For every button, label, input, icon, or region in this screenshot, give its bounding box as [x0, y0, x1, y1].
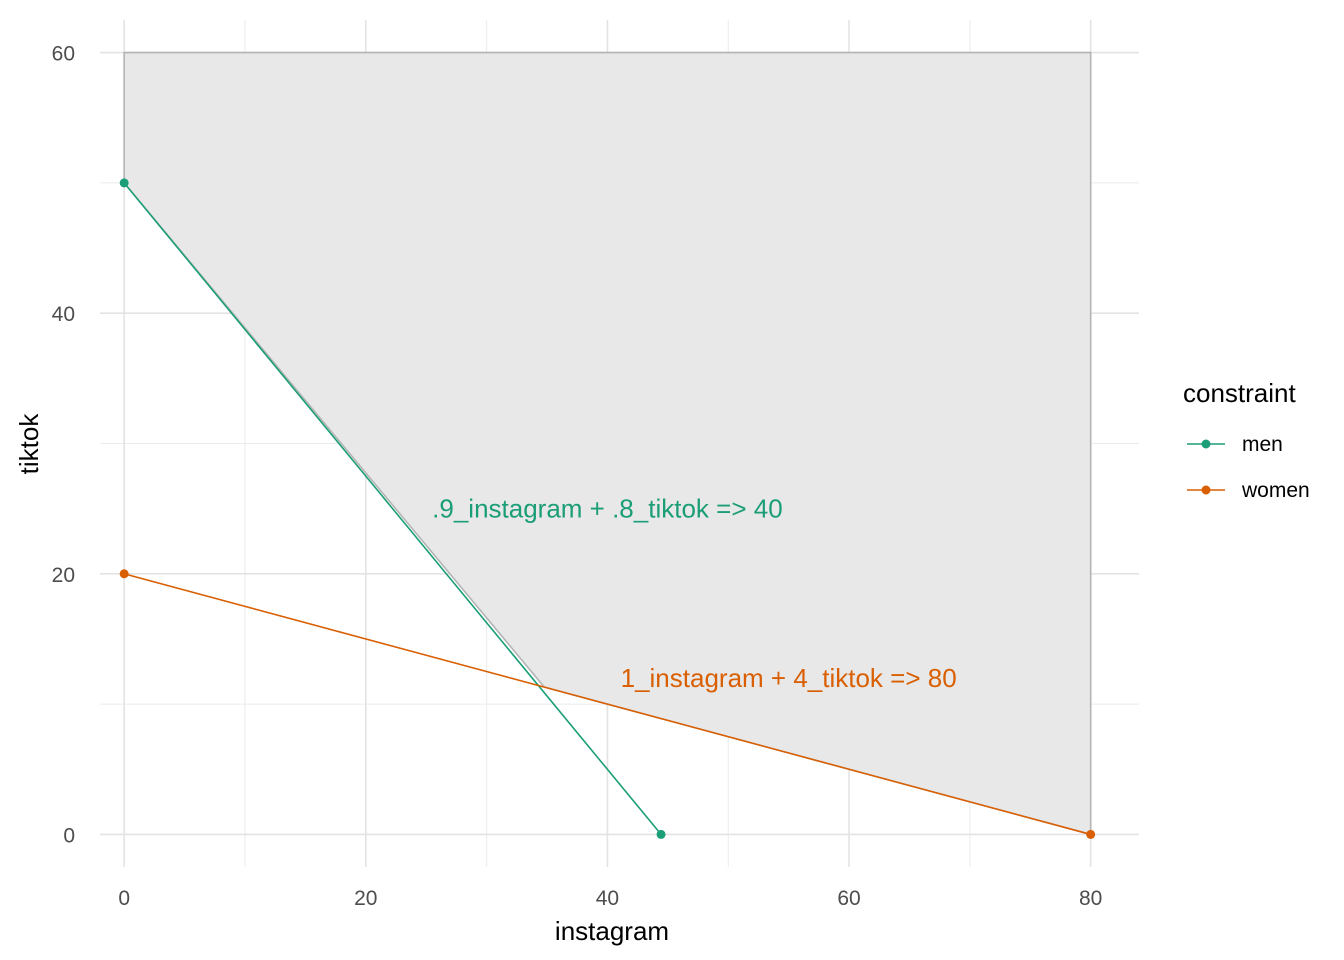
legend-label-men: men — [1242, 433, 1283, 456]
y-axis-ticks: 0 20 40 60 — [52, 43, 75, 848]
data-point-men — [119, 178, 129, 188]
x-tick-label: 40 — [596, 887, 619, 910]
series-line-men — [123, 182, 662, 835]
x-tick-label: 80 — [1079, 887, 1102, 910]
series-points — [119, 178, 1096, 839]
annotations: .9_instagram + .8_tiktok => 40 1_instagra… — [432, 494, 956, 693]
data-point-women — [119, 569, 129, 579]
legend-key-point-women — [1201, 485, 1211, 495]
legend-key-point-men — [1201, 439, 1211, 449]
x-tick-label: 60 — [837, 887, 860, 910]
y-tick-label: 0 — [63, 824, 75, 847]
annotation-label: 1_instagram + 4_tiktok => 80 — [621, 663, 957, 693]
data-point-women — [1086, 829, 1096, 839]
y-tick-label: 20 — [52, 564, 75, 587]
annotation-label: .9_instagram + .8_tiktok => 40 — [432, 494, 783, 524]
x-axis-title: instagram — [555, 916, 669, 946]
x-axis-ticks: 0 20 40 60 80 — [118, 887, 1102, 910]
x-tick-label: 20 — [354, 887, 377, 910]
legend-title: constraint — [1183, 378, 1296, 408]
series-line-women — [123, 573, 1091, 836]
series-lines — [123, 182, 1091, 836]
y-tick-label: 40 — [52, 303, 75, 326]
y-tick-label: 60 — [52, 43, 75, 66]
x-tick-label: 0 — [118, 887, 130, 910]
legend: constraint men women — [1183, 378, 1310, 502]
y-axis-title: tiktok — [14, 413, 44, 475]
legend-label-women: women — [1241, 479, 1310, 502]
data-point-men — [656, 829, 666, 839]
